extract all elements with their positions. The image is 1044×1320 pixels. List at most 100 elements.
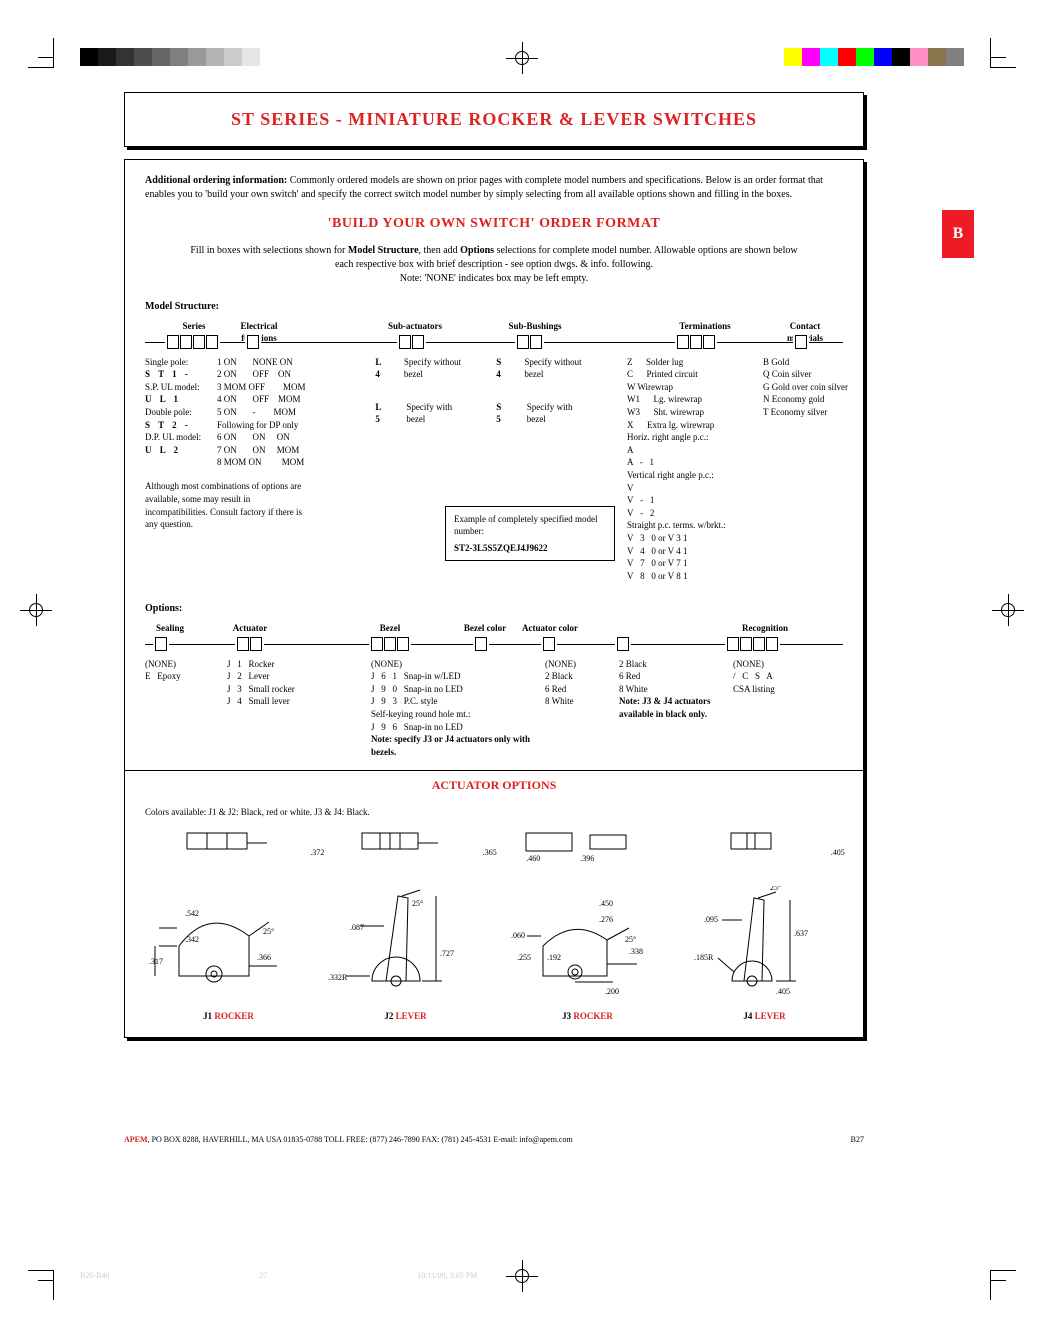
footer-address: , PO BOX 8288, HAVERHILL, MA USA 01835-0… [148,1135,573,1144]
input-boxes-bezel [369,637,411,651]
gray-swatches [80,48,260,66]
list-item: C Printed circuit [627,368,759,381]
diagram-j3-side: .450 .276 .060 .255 .192 25° .338 .200 J… [503,886,673,1023]
input-boxes-contact [793,335,809,349]
list-item: J 9 0 Snap-in no LED [371,683,541,696]
list-item: V 4 0 or V 4 1 [627,545,759,558]
registration-target-icon [998,600,1018,620]
input-boxes-sealing [153,637,169,651]
svg-text:.342: .342 [185,935,199,944]
svg-text:25°: 25° [412,899,423,908]
footer-brand: APEM [124,1135,148,1144]
opt-header-sealing: Sealing [145,622,195,635]
list-item: W Wirewrap [627,381,759,394]
page-title-box: ST SERIES - MINIATURE ROCKER & LEVER SWI… [124,92,864,147]
printer-registration-bottom [0,1260,1044,1300]
instructions: Fill in boxes with selections shown for … [145,244,843,286]
list-item: 1 ON NONE ON [217,356,331,369]
list-item: / C S A [733,670,833,683]
list-item: (NONE) [371,658,541,671]
list-item: Following for DP only [217,419,331,432]
options-columns: (NONE)E Epoxy J 1 RockerJ 2 LeverJ 3 Sma… [145,658,843,759]
list-item: 3 MOM OFF MOM [217,381,331,394]
svg-text:.255: .255 [517,953,531,962]
list-item: (NONE) [545,658,615,671]
list-item: (NONE) [733,658,833,671]
list-item: B Gold [763,356,843,369]
list-item: 2 Black [619,658,729,671]
list-item: CSA listing [733,683,833,696]
registration-target-icon [512,1266,532,1286]
col-header-subbush: Sub-Bushings [495,320,575,333]
input-boxes-extra [615,637,631,651]
svg-text:.192: .192 [547,953,561,962]
page-footer: APEM, PO BOX 8288, HAVERHILL, MA USA 018… [124,1135,864,1144]
main-content: Additional ordering information: Commonl… [124,159,864,1038]
list-item: V [627,482,759,495]
build-title: 'BUILD YOUR OWN SWITCH' ORDER FORMAT [145,214,843,234]
input-boxes-recog [725,637,780,651]
intro-paragraph: Additional ordering information: Commonl… [145,174,843,202]
opt-col-bcolor: (NONE)2 Black6 Red8 White [545,658,615,759]
list-item: N Economy gold [763,393,843,406]
input-boxes-term [675,335,717,349]
opt-col-actuator: J 1 RockerJ 2 LeverJ 3 Small rockerJ 4 S… [227,658,367,759]
column-efunc: 1 ON NONE ON2 ON OFF ON3 MOM OFF MOM4 ON… [217,356,331,596]
col-header-series: Series [169,320,219,333]
svg-text:.060: .060 [511,931,525,940]
actuator-top-diagrams: .372 .365 .460.396 .405 [145,829,843,876]
svg-text:25°: 25° [625,935,636,944]
svg-text:.332R: .332R [328,973,348,982]
diagram-j4-side: 25° .095 .185R .637 .405 J4 LEVER [690,886,840,1023]
list-item: J 3 Small rocker [227,683,367,696]
diagram-j1-top: .372 [167,829,287,876]
input-boxes-acolor [541,637,557,651]
list-item: X Extra lg. wirewrap [627,419,759,432]
list-item: 5 ON - MOM [217,406,331,419]
list-item: 8 White [619,683,729,696]
input-boxes-bcolor [473,637,489,651]
svg-text:.317: .317 [149,957,163,966]
svg-text:.405: .405 [776,987,790,996]
model-structure-header-row: Series Electrical functions Sub-actuator… [145,320,843,350]
list-item: Straight p.c. terms. w/brkt.: [627,519,759,532]
actuator-options-title: ACTUATOR OPTIONS [125,770,863,800]
list-item: 2 ON OFF ON [217,368,331,381]
input-boxes-actuator [235,637,264,651]
intro-bold: Additional ordering information: [145,175,287,186]
page-title: ST SERIES - MINIATURE ROCKER & LEVER SWI… [145,109,843,130]
input-boxes-subact [397,335,426,349]
input-boxes-subbush [515,335,544,349]
list-item: A - 1 [627,456,759,469]
svg-text:.200: .200 [605,987,619,996]
svg-text:.637: .637 [794,929,808,938]
svg-text:.542: .542 [185,909,199,918]
diagram-j1-side: .542 .342 25° .366 .317 J1 ROCKER [149,886,309,1023]
options-label: Options: [145,602,843,616]
svg-text:.087: .087 [350,923,364,932]
list-item: Self-keying round hole mt.: [371,708,541,721]
list-item: T Economy silver [763,406,843,419]
list-item: A [627,444,759,457]
column-contact: B GoldQ Coin silverG Gold over coin silv… [763,356,843,596]
col-header-term: Terminations [665,320,745,333]
list-item: J 9 3 P.C. style [371,695,541,708]
options-header-row: Sealing Actuator Bezel Bezel color Actua… [145,622,843,652]
list-item: J 1 Rocker [227,658,367,671]
list-item: V - 2 [627,507,759,520]
diagram-label: J2 LEVER [326,1010,486,1023]
list-item: 7 ON ON MOM [217,444,331,457]
list-item: G Gold over coin silver [763,381,843,394]
opt-header-bezel: Bezel [365,622,415,635]
list-item: Z Solder lug [627,356,759,369]
opt-header-actuator: Actuator [225,622,275,635]
diagram-j2-side: 25° .087 .332R .727 J2 LEVER [326,886,486,1023]
opt-header-recog: Recognition [725,622,805,635]
section-tab: B [942,210,974,258]
list-item: W1 Lg. wirewrap [627,393,759,406]
diagram-j3-top: .460.396 [516,829,656,876]
list-item: 8 White [545,695,615,708]
diagram-label: J1 ROCKER [149,1010,309,1023]
svg-text:25°: 25° [263,927,274,936]
input-boxes-series [165,335,220,349]
